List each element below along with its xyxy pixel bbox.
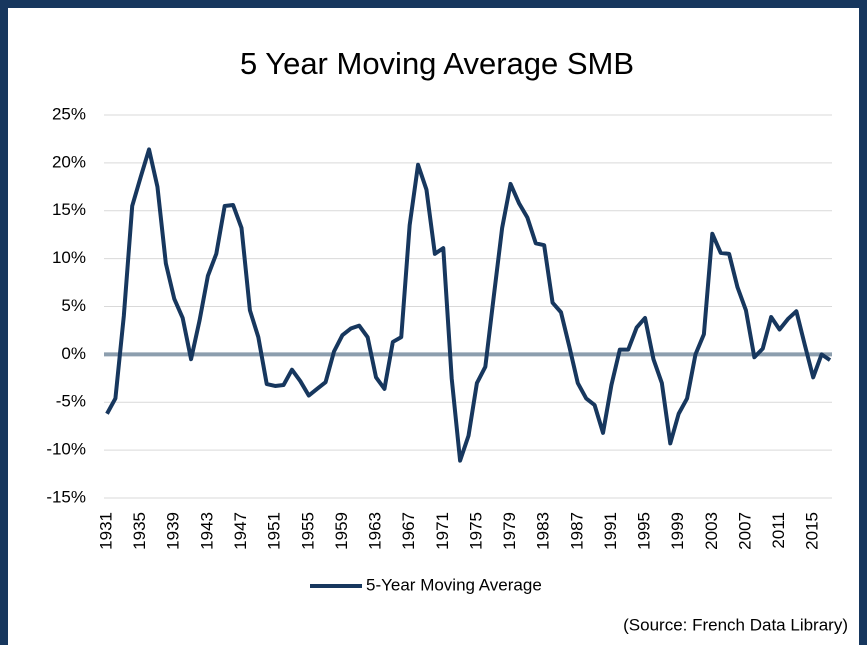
x-tick-label: 1987: [567, 512, 586, 550]
x-tick-label: 1975: [466, 512, 485, 550]
x-tick-label: 1943: [197, 512, 216, 550]
x-tick-label: 1959: [332, 512, 351, 550]
y-tick-label: -5%: [56, 392, 86, 411]
x-tick-label: 1951: [265, 512, 284, 550]
x-tick-label: 2015: [803, 512, 822, 550]
legend-label: 5-Year Moving Average: [366, 575, 542, 594]
y-tick-label: 5%: [61, 296, 86, 315]
data-line: [105, 147, 832, 463]
y-tick-label: 10%: [52, 248, 86, 267]
x-tick-label: 2011: [769, 512, 788, 549]
x-tick-label: 1971: [433, 512, 452, 550]
y-tick-label: 25%: [52, 104, 86, 123]
y-tick-label: -10%: [46, 440, 86, 459]
x-tick-label: 2007: [735, 512, 754, 550]
source-note: (Source: French Data Library): [623, 615, 848, 634]
x-tick-label: 1963: [366, 512, 385, 550]
y-tick-label: 0%: [61, 344, 86, 363]
x-tick-label: 1995: [635, 512, 654, 550]
x-tick-label: 1935: [130, 512, 149, 550]
x-tick-label: 1991: [601, 512, 620, 550]
x-tick-label: 1939: [164, 512, 183, 550]
x-tick-label: 1967: [399, 512, 418, 550]
x-tick-label: 1931: [96, 512, 115, 550]
x-tick-label: 1999: [668, 512, 687, 550]
y-tick-label: 15%: [52, 200, 86, 219]
x-tick-label: 2003: [702, 512, 721, 550]
y-tick-label: -15%: [46, 487, 86, 506]
chart-title: 5 Year Moving Average SMB: [240, 46, 634, 81]
y-tick-label: 20%: [52, 152, 86, 171]
x-tick-label: 1947: [231, 512, 250, 550]
x-tick-label: 1983: [534, 512, 553, 550]
x-tick-label: 1979: [500, 512, 519, 550]
x-tick-label: 1955: [298, 512, 317, 550]
